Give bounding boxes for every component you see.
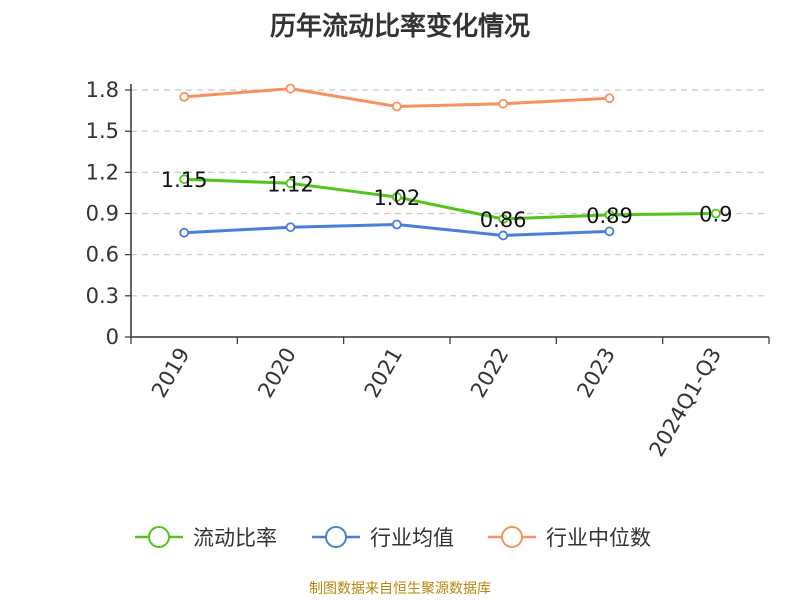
- series-group: [179, 83, 721, 241]
- data-label: 1.12: [267, 172, 314, 196]
- data-point[interactable]: [604, 209, 615, 220]
- data-point[interactable]: [498, 214, 509, 224]
- series-1: [179, 174, 721, 224]
- data-label: 0.9: [699, 203, 732, 227]
- data-label: 1.15: [161, 168, 208, 192]
- data-point[interactable]: [179, 91, 190, 102]
- legend-marker: [501, 526, 523, 548]
- x-tick-label: 2023: [572, 344, 620, 402]
- data-labels: 1.15 1.12 1.02 0.86 0.89 0.9: [161, 168, 733, 232]
- data-point[interactable]: [285, 178, 296, 189]
- data-point[interactable]: [604, 226, 615, 237]
- axes: [125, 84, 770, 344]
- y-tick-label: 0.3: [86, 284, 119, 308]
- legend-marker: [148, 526, 170, 548]
- data-point[interactable]: [498, 98, 509, 109]
- y-axis-tick-labels: 0 0.3 0.6 0.9 1.2 1.5 1.8: [86, 78, 119, 349]
- legend-item-3[interactable]: 行业中位数: [488, 526, 651, 550]
- y-tick-label: 1.8: [86, 78, 119, 102]
- data-point[interactable]: [498, 230, 509, 241]
- x-axis-tick-labels: 2019 2020 2021 2022 2023 2024Q1-Q3: [147, 343, 726, 460]
- data-label: 0.86: [480, 208, 527, 232]
- legend-label: 行业中位数: [546, 526, 651, 550]
- legend-marker: [325, 526, 347, 548]
- y-tick-label: 1.2: [86, 160, 119, 184]
- y-tick-label: 0.6: [86, 243, 119, 267]
- data-point[interactable]: [285, 83, 296, 94]
- y-tick-label: 1.5: [86, 119, 119, 143]
- data-point[interactable]: [710, 208, 721, 219]
- data-point[interactable]: [391, 192, 402, 202]
- data-point[interactable]: [391, 219, 402, 230]
- data-point[interactable]: [604, 93, 615, 104]
- data-point[interactable]: [285, 222, 296, 233]
- data-label: 0.89: [586, 204, 633, 228]
- legend-label: 行业均值: [370, 526, 454, 550]
- x-tick-label: 2022: [466, 343, 514, 401]
- data-label: 1.02: [373, 186, 420, 210]
- chart-title: 历年流动比率变化情况: [269, 12, 530, 42]
- data-point[interactable]: [179, 174, 190, 185]
- x-tick-label: 2024Q1-Q3: [645, 344, 727, 461]
- y-tick-label: 0.9: [86, 202, 119, 226]
- series-3: [179, 83, 615, 112]
- data-point[interactable]: [179, 227, 190, 238]
- source-footer: 制图数据来自恒生聚源数据库: [309, 581, 491, 597]
- legend[interactable]: 流动比率 行业均值 行业中位数: [135, 526, 651, 550]
- data-point[interactable]: [391, 101, 402, 112]
- legend-label: 流动比率: [193, 526, 277, 550]
- x-tick-label: 2021: [360, 344, 408, 402]
- series-2: [179, 219, 615, 241]
- series-line: [184, 177, 716, 221]
- y-tick-label: 0: [106, 325, 119, 349]
- x-tick-label: 2020: [253, 344, 301, 402]
- grid-lines: [131, 89, 769, 297]
- x-tick-label: 2019: [147, 344, 195, 402]
- legend-item-1[interactable]: 流动比率: [135, 526, 277, 550]
- legend-item-2[interactable]: 行业均值: [312, 526, 454, 550]
